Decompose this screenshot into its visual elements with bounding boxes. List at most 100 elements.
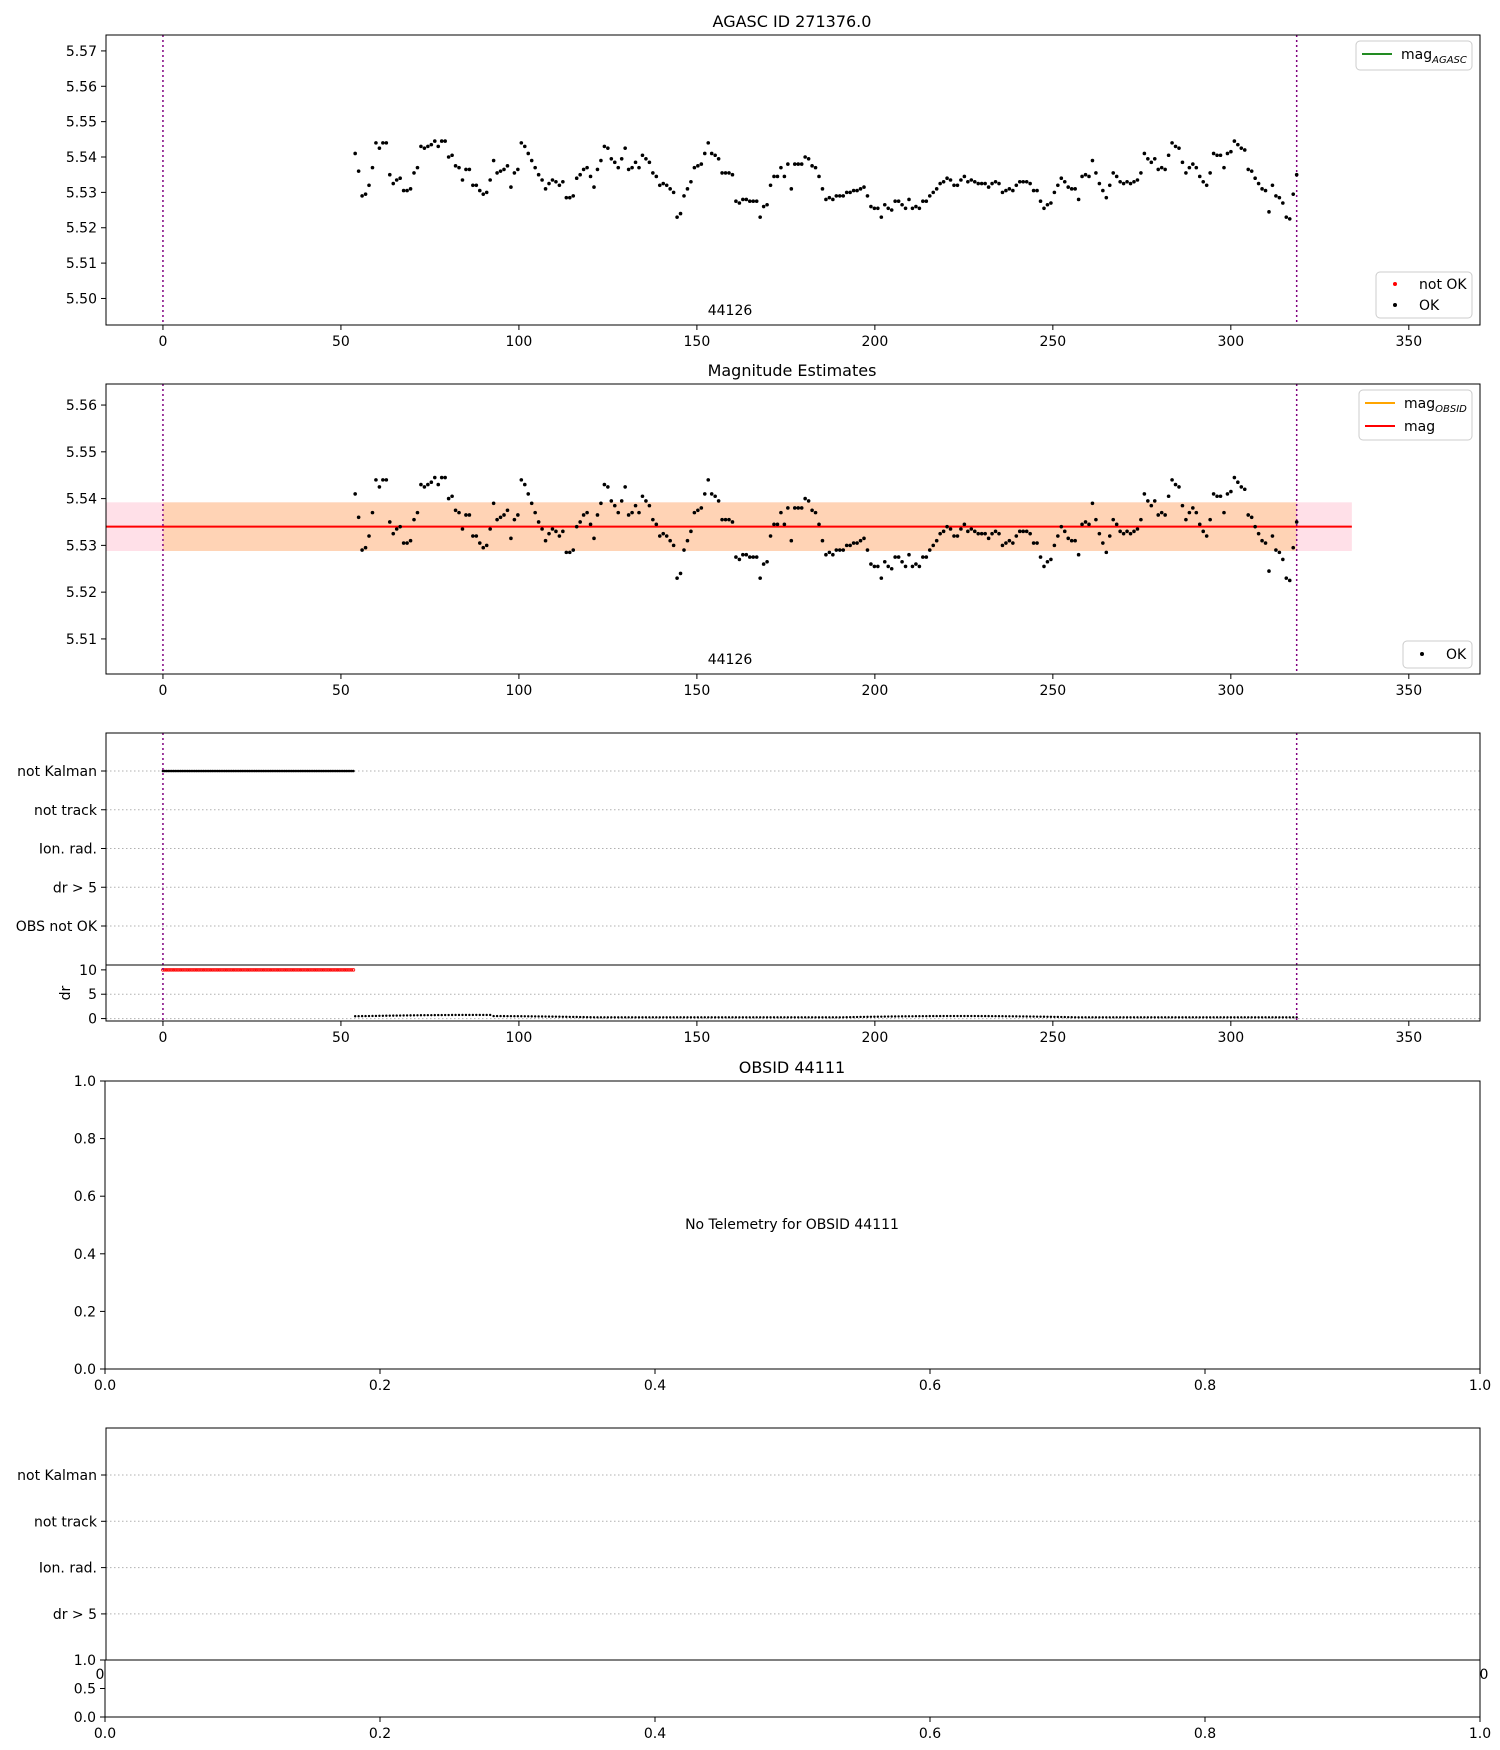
dr-point bbox=[565, 1015, 568, 1019]
data-point-ok bbox=[1242, 487, 1247, 492]
data-point-ok bbox=[1211, 151, 1216, 156]
flag-label: not Kalman bbox=[17, 764, 97, 780]
dr-point bbox=[578, 1015, 582, 1019]
data-point-ok bbox=[841, 548, 846, 552]
dr-point bbox=[1222, 1016, 1226, 1019]
dr-point bbox=[1157, 1016, 1160, 1019]
data-point-ok bbox=[387, 172, 392, 177]
data-point-ok bbox=[806, 156, 811, 161]
data-point-ok bbox=[1076, 552, 1081, 557]
data-point-ok bbox=[948, 178, 953, 182]
data-point-ok bbox=[422, 146, 427, 150]
data-point-ok bbox=[1038, 199, 1043, 204]
data-point-ok bbox=[1101, 541, 1105, 545]
dr-point bbox=[866, 1015, 869, 1019]
dr-point bbox=[918, 1015, 921, 1018]
dr-point bbox=[644, 1016, 648, 1019]
data-point-ok bbox=[1104, 195, 1109, 200]
dr-point-clipped bbox=[333, 968, 338, 972]
dr-point bbox=[1195, 1016, 1198, 1019]
data-point-ok bbox=[384, 478, 389, 482]
data-point-ok bbox=[761, 562, 766, 566]
dr-point-clipped bbox=[319, 968, 324, 972]
magnitude-estimates-data bbox=[162, 384, 1299, 674]
dr-point-clipped bbox=[217, 968, 222, 972]
data-point-ok bbox=[484, 190, 489, 195]
data-point-ok bbox=[772, 174, 776, 179]
dr-point bbox=[1202, 1016, 1205, 1019]
data-point-ok bbox=[616, 510, 621, 515]
data-point-ok bbox=[1049, 557, 1053, 562]
xtick-label: 0.2 bbox=[369, 1726, 391, 1742]
dr-point bbox=[582, 1015, 585, 1019]
dr-point bbox=[1198, 1016, 1201, 1019]
data-point-ok bbox=[1014, 183, 1019, 188]
data-point-ok bbox=[481, 545, 486, 550]
data-point-ok bbox=[557, 534, 562, 538]
data-point-ok bbox=[862, 185, 866, 189]
data-point-ok bbox=[851, 541, 856, 545]
legend-not-ok-label: not OK bbox=[1419, 277, 1467, 293]
dr-point bbox=[720, 1016, 724, 1019]
data-point-ok bbox=[588, 174, 593, 179]
data-point-ok bbox=[792, 506, 797, 510]
data-point-ok bbox=[723, 171, 728, 175]
data-point-ok bbox=[1087, 174, 1091, 179]
data-point-ok bbox=[1170, 141, 1174, 145]
data-point-ok bbox=[1263, 541, 1268, 545]
data-point-ok bbox=[1014, 534, 1019, 538]
data-point-ok bbox=[491, 501, 496, 506]
data-point-ok bbox=[637, 165, 641, 170]
dr-point bbox=[1070, 1016, 1073, 1019]
data-point-ok bbox=[592, 536, 596, 541]
dr-point bbox=[1091, 1016, 1094, 1019]
dr-point bbox=[658, 1016, 661, 1019]
dr-point bbox=[1167, 1016, 1170, 1019]
dr-point bbox=[942, 1014, 945, 1018]
dr-point bbox=[952, 1014, 956, 1018]
partial-tick-left: 0 bbox=[96, 1667, 105, 1683]
data-point-ok bbox=[405, 188, 409, 193]
data-point-ok bbox=[799, 506, 804, 510]
data-point-ok bbox=[657, 534, 662, 538]
data-point-ok bbox=[360, 194, 364, 198]
dr-point bbox=[617, 1016, 620, 1019]
data-point-ok bbox=[432, 475, 437, 480]
flag-label: dr > 5 bbox=[53, 880, 97, 896]
data-point-ok bbox=[533, 165, 537, 170]
dr-point bbox=[1229, 1016, 1233, 1019]
data-point-ok bbox=[547, 531, 551, 536]
data-point-ok bbox=[1274, 548, 1278, 552]
data-point-ok bbox=[1017, 179, 1022, 184]
data-point-ok bbox=[356, 515, 361, 520]
dr-point bbox=[668, 1016, 672, 1019]
data-point-ok bbox=[1294, 172, 1299, 177]
flag-label: OBS not OK bbox=[16, 919, 98, 935]
data-point-ok bbox=[716, 499, 721, 503]
data-point-ok bbox=[713, 494, 717, 499]
dr-point bbox=[973, 1014, 976, 1018]
data-point-ok bbox=[914, 204, 918, 209]
dr-point bbox=[1056, 1015, 1060, 1019]
data-point-ok bbox=[1177, 485, 1181, 489]
data-point-ok bbox=[488, 178, 492, 182]
data-point-ok bbox=[1107, 183, 1112, 188]
data-point-ok bbox=[356, 169, 361, 173]
data-point-ok bbox=[907, 197, 911, 202]
dr-point-clipped bbox=[229, 968, 234, 972]
dr-point bbox=[797, 1016, 800, 1019]
data-point-ok bbox=[564, 550, 569, 555]
data-point-ok bbox=[1232, 475, 1237, 480]
dr-point-clipped bbox=[164, 968, 169, 972]
dr-point-clipped bbox=[244, 968, 248, 972]
data-point-ok bbox=[353, 492, 357, 496]
data-point-ok bbox=[876, 206, 880, 211]
data-point-ok bbox=[872, 564, 877, 569]
dr-point bbox=[1098, 1016, 1101, 1019]
data-point-ok bbox=[893, 555, 897, 559]
dr-point bbox=[1077, 1016, 1080, 1019]
dr-point bbox=[520, 1015, 523, 1018]
dr-point bbox=[1184, 1016, 1188, 1019]
data-point-ok bbox=[1194, 165, 1199, 170]
dr-point bbox=[1170, 1016, 1174, 1019]
